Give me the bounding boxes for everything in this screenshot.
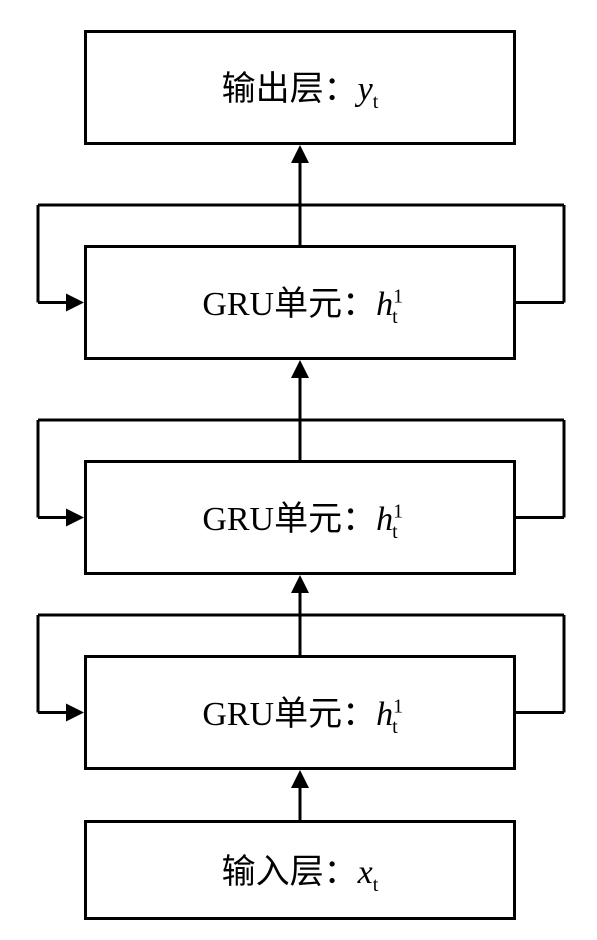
node-gru2-label: GRU单元：h1t: [202, 491, 397, 544]
var-base: x: [358, 854, 373, 891]
var-sup: 1: [393, 286, 403, 308]
label-prefix: GRU单元：: [202, 501, 376, 538]
node-output-label: 输出层：yt: [222, 61, 379, 114]
var-sub: t: [392, 716, 398, 738]
var-sub: t: [392, 306, 398, 328]
var-base: h: [376, 286, 393, 323]
label-variable: h1t: [376, 696, 398, 733]
node-input-label: 输入层：xt: [222, 844, 379, 897]
node-output-layer: 输出层：yt: [84, 30, 516, 145]
var-sup: 1: [393, 501, 403, 523]
diagram-canvas: 输出层：yt GRU单元：h1t GRU单元：h1t GRU单元：h1t 输入层…: [0, 0, 597, 940]
label-variable: h1t: [376, 501, 398, 538]
var-sub: t: [373, 873, 379, 895]
node-gru-3: GRU单元：h1t: [84, 245, 516, 360]
var-base: h: [376, 696, 393, 733]
var-sub: t: [392, 521, 398, 543]
label-prefix: 输出层：: [222, 71, 358, 108]
label-prefix: 输入层：: [222, 854, 358, 891]
var-sup: 1: [393, 696, 403, 718]
node-gru3-label: GRU单元：h1t: [202, 276, 397, 329]
node-input-layer: 输入层：xt: [84, 820, 516, 920]
label-variable: h1t: [376, 286, 398, 323]
node-gru-2: GRU单元：h1t: [84, 460, 516, 575]
label-prefix: GRU单元：: [202, 286, 376, 323]
label-variable: yt: [358, 71, 379, 108]
var-base: h: [376, 501, 393, 538]
label-prefix: GRU单元：: [202, 696, 376, 733]
label-variable: xt: [358, 854, 379, 891]
var-base: y: [358, 71, 373, 108]
node-gru1-label: GRU单元：h1t: [202, 686, 397, 739]
node-gru-1: GRU单元：h1t: [84, 655, 516, 770]
var-sub: t: [373, 91, 379, 113]
